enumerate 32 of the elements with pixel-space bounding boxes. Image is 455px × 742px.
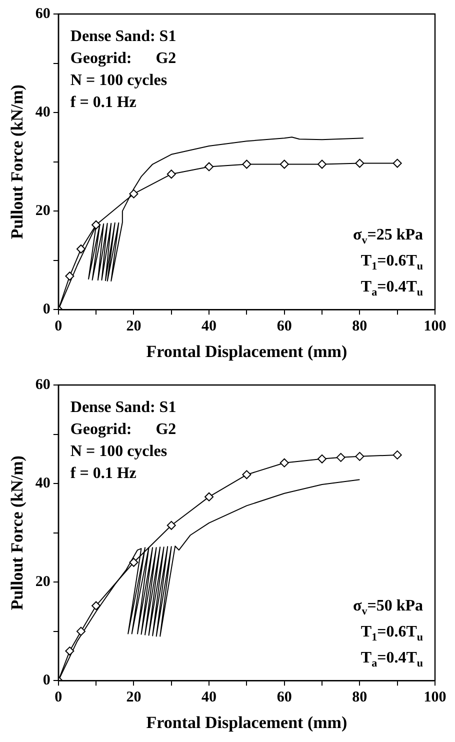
x-tick-label: 0 — [54, 318, 62, 334]
annotation: f = 0.1 Hz — [70, 465, 136, 482]
annotation: Dense Sand: S1 — [70, 399, 176, 416]
x-axis-title: Frontal Displacement (mm) — [146, 713, 348, 732]
y-axis-title: Pullout Force (kN/m) — [8, 84, 27, 240]
x-tick-label: 60 — [276, 689, 292, 706]
y-tick-label: 60 — [35, 376, 50, 393]
y-axis-title: Pullout Force (kN/m) — [8, 456, 27, 610]
y-tick-label: 40 — [35, 475, 50, 492]
y-tick-label: 40 — [35, 104, 50, 120]
x-tick-label: 20 — [126, 689, 142, 706]
y-tick-label: 20 — [35, 202, 50, 219]
y-tick-label: 20 — [35, 574, 50, 590]
annotation: N = 100 cycles — [70, 443, 168, 460]
y-tick-label: 60 — [35, 6, 50, 22]
y-tick-label: 0 — [42, 672, 50, 688]
y-tick-label: 0 — [42, 301, 50, 318]
x-tick-label: 80 — [352, 318, 368, 334]
x-axis-title: Frontal Displacement (mm) — [146, 342, 348, 362]
x-tick-label: 100 — [424, 689, 446, 706]
x-tick-label: 20 — [126, 318, 142, 334]
x-tick-label: 60 — [276, 318, 292, 334]
annotation: Dense Sand: S1 — [70, 28, 176, 45]
annotation: N = 100 cycles — [70, 72, 168, 89]
x-tick-label: 40 — [202, 689, 217, 706]
annotation: f = 0.1 Hz — [70, 94, 136, 111]
x-tick-label: 0 — [54, 689, 62, 706]
x-tick-label: 40 — [202, 318, 217, 334]
annotation: Geogrid: G2 — [70, 50, 176, 67]
x-tick-label: 100 — [424, 318, 446, 334]
annotation: Geogrid: G2 — [70, 421, 176, 438]
x-tick-label: 80 — [352, 689, 368, 706]
